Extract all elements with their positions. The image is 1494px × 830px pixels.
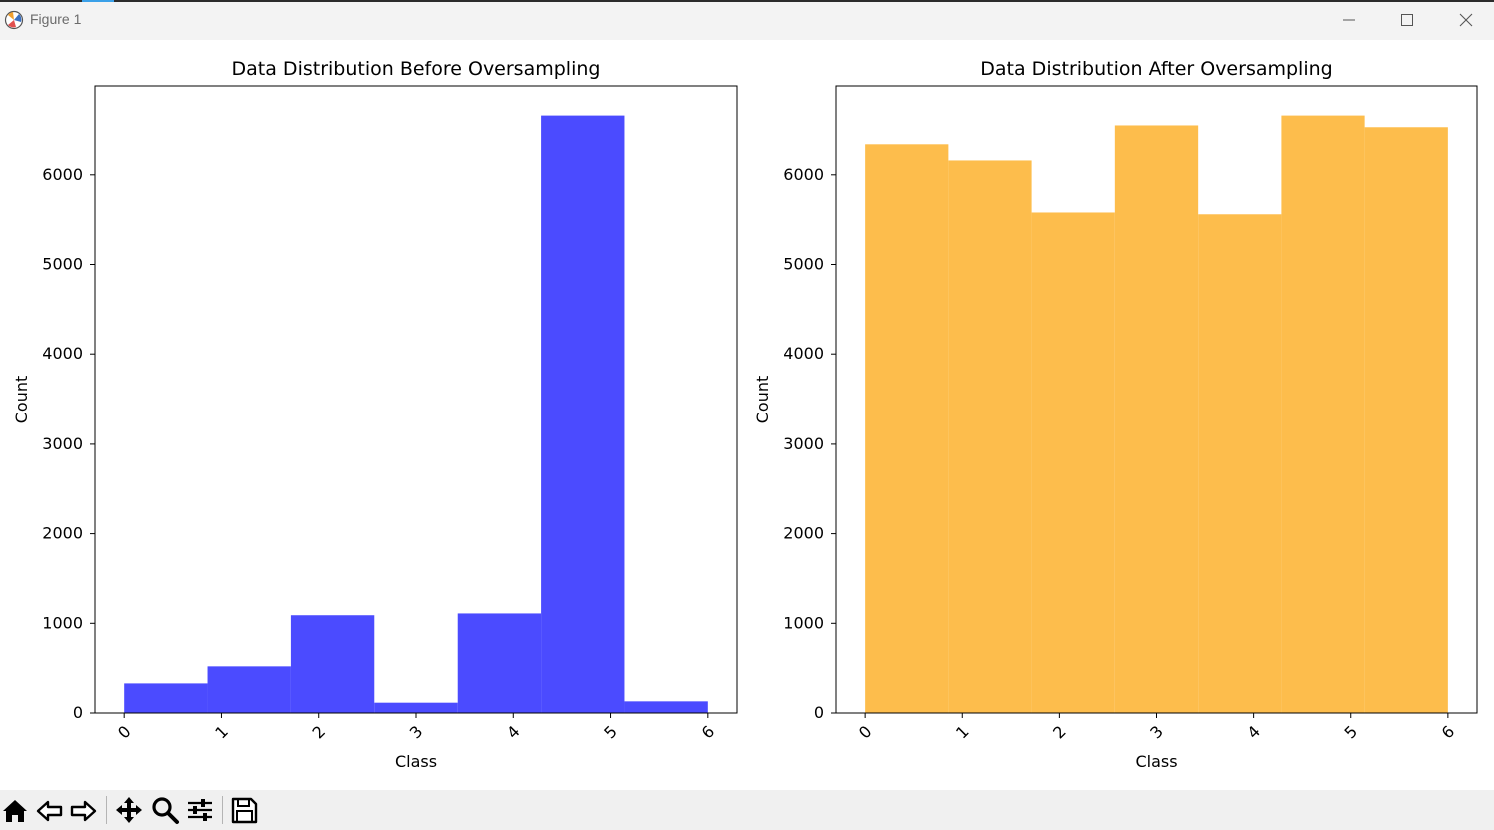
x-tick-label: 5 bbox=[600, 722, 621, 743]
x-tick-label: 3 bbox=[1146, 722, 1167, 743]
x-tick-label: 1 bbox=[952, 722, 973, 743]
y-tick-label: 1000 bbox=[783, 613, 824, 632]
x-tick-label: 3 bbox=[406, 722, 427, 743]
bar bbox=[541, 115, 625, 714]
y-tick-label: 4000 bbox=[783, 344, 824, 363]
bar bbox=[1281, 115, 1365, 714]
y-tick-label: 5000 bbox=[42, 255, 83, 274]
bar bbox=[1031, 212, 1115, 714]
y-tick-label: 2000 bbox=[783, 524, 824, 543]
toolbar-separator bbox=[106, 796, 107, 824]
bar bbox=[1364, 127, 1448, 714]
subplot-1: 0 1000 2000 3000 4000 5000 6000 0 1 2 3 4 5 6 Data Dis… bbox=[12, 58, 738, 771]
taskbar-accent bbox=[82, 0, 114, 2]
y-tick-label: 3000 bbox=[783, 434, 824, 453]
bar bbox=[124, 683, 208, 713]
maximize-button[interactable] bbox=[1378, 0, 1436, 40]
x-tick-label: 5 bbox=[1341, 722, 1362, 743]
bar bbox=[1114, 125, 1199, 713]
chart-title: Data Distribution Before Oversampling bbox=[232, 58, 601, 80]
home-icon[interactable] bbox=[0, 795, 30, 825]
window-title: Figure 1 bbox=[30, 11, 82, 27]
x-tick-label: 4 bbox=[1243, 722, 1264, 743]
window-top-edge bbox=[0, 0, 1494, 2]
subplot-2: 0 1000 2000 3000 4000 5000 6000 0 1 2 3 4 5 6 Data Dis… bbox=[753, 58, 1478, 771]
bar bbox=[290, 615, 375, 713]
y-tick-label: 5000 bbox=[783, 255, 824, 274]
configure-subplots-icon[interactable] bbox=[185, 795, 215, 825]
toolbar-separator bbox=[222, 796, 223, 824]
y-tick-label: 4000 bbox=[42, 344, 83, 363]
bar bbox=[865, 144, 949, 714]
x-tick-label: 0 bbox=[855, 722, 876, 743]
window-titlebar: Figure 1 bbox=[0, 0, 1494, 40]
x-tick-label: 6 bbox=[698, 722, 719, 743]
figure-svg: 0 1000 2000 3000 4000 5000 6000 0 1 2 3 4 5 6 Data Dis… bbox=[12, 58, 1478, 771]
save-icon[interactable] bbox=[229, 795, 259, 825]
forward-icon[interactable] bbox=[68, 795, 98, 825]
x-tick-label: 4 bbox=[503, 722, 524, 743]
bar bbox=[207, 666, 291, 713]
x-tick-label: 0 bbox=[114, 722, 135, 743]
pan-icon[interactable] bbox=[114, 795, 144, 825]
y-tick-label: 6000 bbox=[42, 165, 83, 184]
y-tick-label: 0 bbox=[73, 703, 83, 722]
figure-canvas: 0 1000 2000 3000 4000 5000 6000 0 1 2 3 4 5 6 Data Dis… bbox=[0, 40, 1494, 790]
bar bbox=[1198, 214, 1282, 713]
axes-frame bbox=[94, 85, 738, 714]
x-tick-label: 2 bbox=[1049, 722, 1070, 743]
y-axis-label: Count bbox=[12, 376, 31, 424]
x-axis-label: Class bbox=[395, 752, 437, 771]
x-tick-label: 6 bbox=[1438, 722, 1459, 743]
chart-title: Data Distribution After Oversampling bbox=[980, 58, 1332, 80]
x-axis-label: Class bbox=[1135, 752, 1177, 771]
y-tick-label: 0 bbox=[814, 703, 824, 722]
bar bbox=[374, 702, 458, 713]
bar bbox=[624, 701, 708, 713]
y-tick-label: 2000 bbox=[42, 524, 83, 543]
x-tick-label: 1 bbox=[211, 722, 232, 743]
y-axis-label: Count bbox=[753, 376, 772, 424]
bar bbox=[948, 160, 1032, 713]
zoom-icon[interactable] bbox=[150, 795, 180, 825]
navigation-toolbar bbox=[0, 790, 1494, 830]
minimize-button[interactable] bbox=[1320, 0, 1378, 40]
back-icon[interactable] bbox=[35, 795, 65, 825]
x-tick-label: 2 bbox=[309, 722, 330, 743]
y-tick-label: 6000 bbox=[783, 165, 824, 184]
close-button[interactable] bbox=[1436, 0, 1494, 40]
y-tick-label: 1000 bbox=[42, 613, 83, 632]
matplotlib-app-icon bbox=[4, 10, 24, 30]
bar bbox=[457, 613, 542, 713]
y-tick-label: 3000 bbox=[42, 434, 83, 453]
